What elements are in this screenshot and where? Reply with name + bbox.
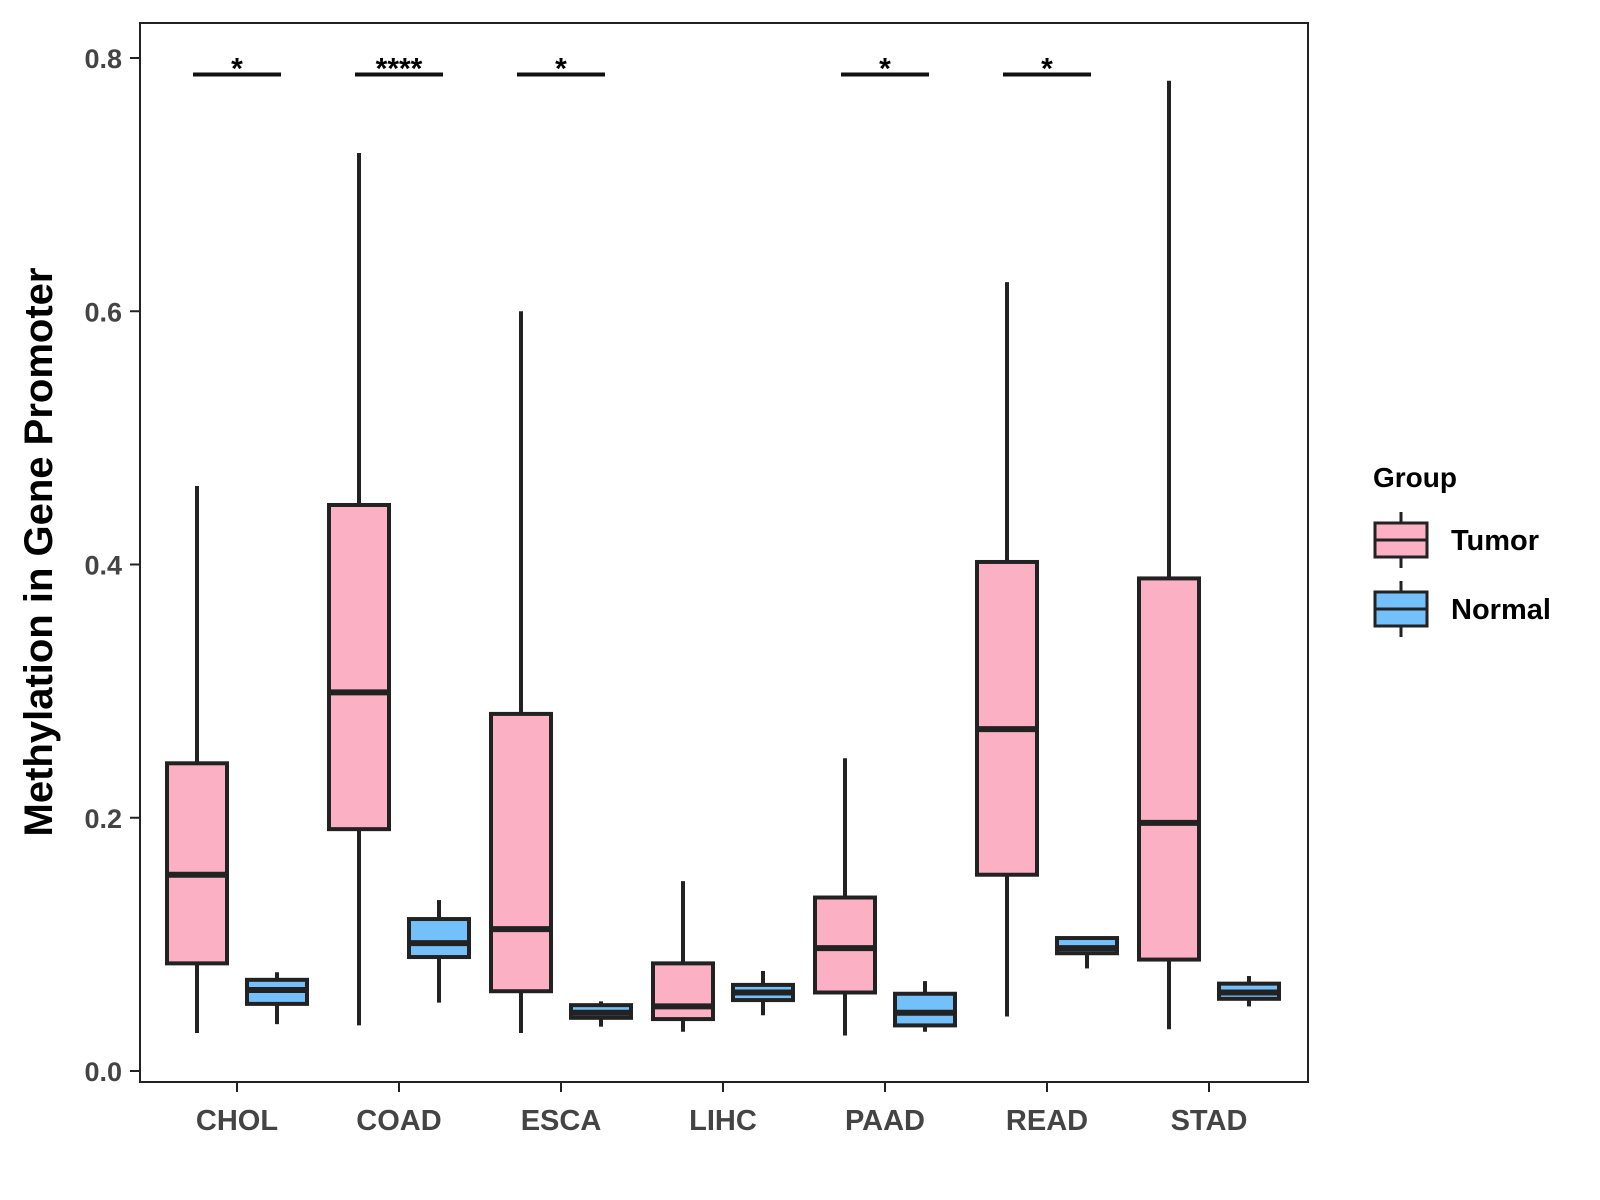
y-tick-label: 0.4 bbox=[84, 551, 122, 581]
box-body bbox=[893, 991, 957, 1028]
box-body bbox=[1137, 576, 1201, 962]
tumor-box-lihc bbox=[651, 881, 715, 1032]
significance-label: **** bbox=[376, 52, 423, 85]
legend: Group Tumor Normal bbox=[1373, 462, 1551, 637]
normal-box-esca bbox=[569, 1001, 633, 1027]
x-tick-label: ESCA bbox=[521, 1105, 602, 1137]
significance-label: * bbox=[1041, 52, 1053, 85]
normal-box-coad bbox=[407, 900, 471, 1003]
x-axis: CHOL COAD ESCA LIHC PAAD READ STAD bbox=[196, 1082, 1247, 1137]
significance-label: * bbox=[231, 52, 243, 85]
legend-label: Normal bbox=[1451, 594, 1551, 626]
tumor-box-coad bbox=[327, 152, 391, 1026]
tumor-box-paad bbox=[813, 758, 877, 1036]
significance-annotations: * **** * * * bbox=[193, 52, 1091, 85]
box-series bbox=[165, 80, 1281, 1036]
normal-box-lihc bbox=[731, 970, 795, 1016]
x-tick-label: PAAD bbox=[845, 1105, 925, 1137]
box-body bbox=[489, 711, 553, 994]
x-tick-label: READ bbox=[1006, 1105, 1088, 1137]
x-tick-label: STAD bbox=[1171, 1105, 1248, 1137]
normal-box-chol bbox=[245, 972, 309, 1025]
legend-item-tumor: Tumor bbox=[1373, 512, 1539, 568]
y-tick-label: 0.2 bbox=[84, 804, 122, 834]
significance-label: * bbox=[879, 52, 891, 85]
legend-label: Tumor bbox=[1451, 525, 1539, 557]
y-axis: 0.0 0.2 0.4 0.6 0.8 bbox=[84, 44, 140, 1087]
significance-label: * bbox=[555, 52, 567, 85]
box-body bbox=[651, 961, 715, 1022]
box-body bbox=[813, 895, 877, 995]
y-axis-title: Methylation in Gene Promoter bbox=[17, 268, 61, 837]
box-body bbox=[407, 917, 471, 960]
x-tick-label: CHOL bbox=[196, 1105, 278, 1137]
tumor-box-chol bbox=[165, 485, 229, 1034]
plot-panel bbox=[139, 22, 1309, 1083]
box-body bbox=[975, 559, 1039, 877]
legend-title: Group bbox=[1373, 462, 1457, 493]
tumor-box-read bbox=[975, 282, 1039, 1017]
normal-box-stad bbox=[1217, 976, 1281, 1007]
box-body bbox=[165, 761, 229, 966]
normal-box-read bbox=[1055, 936, 1119, 969]
y-tick-label: 0.6 bbox=[84, 297, 122, 327]
box-body bbox=[327, 502, 391, 832]
x-tick-label: LIHC bbox=[689, 1105, 757, 1137]
legend-item-normal: Normal bbox=[1373, 581, 1551, 637]
normal-box-paad bbox=[893, 981, 957, 1032]
tumor-box-esca bbox=[489, 311, 553, 1034]
tumor-box-stad bbox=[1137, 80, 1201, 1030]
y-tick-label: 0.0 bbox=[84, 1057, 122, 1087]
y-tick-label: 0.8 bbox=[84, 44, 122, 74]
x-tick-label: COAD bbox=[356, 1105, 441, 1137]
